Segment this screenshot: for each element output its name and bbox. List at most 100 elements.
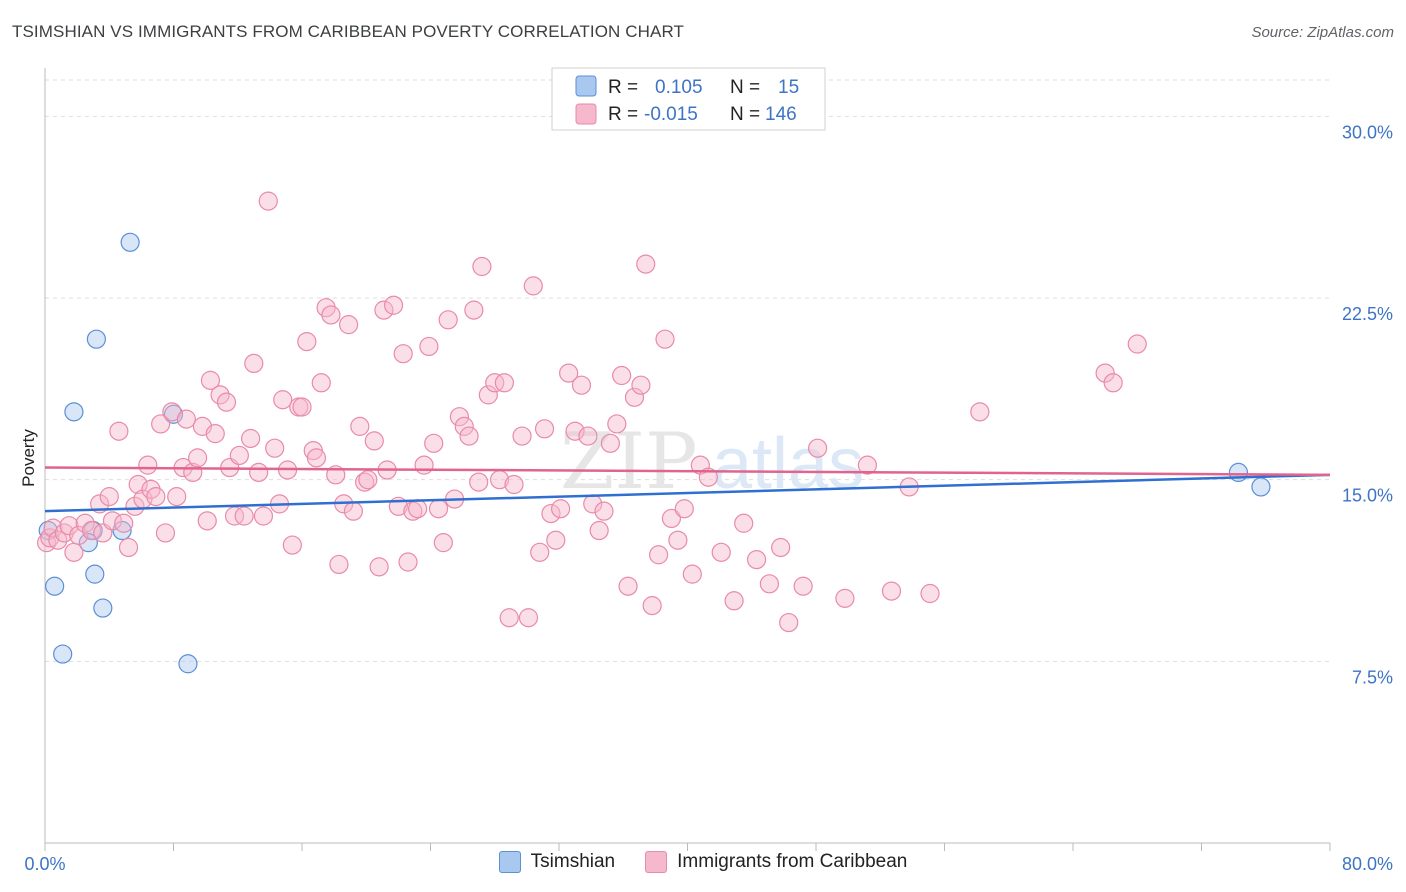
caribbean-point xyxy=(102,511,123,531)
y-axis-title: Poverty xyxy=(19,429,38,487)
caribbean-point xyxy=(499,608,519,628)
caribbean-trend-line xyxy=(44,466,1331,477)
caribbean-point xyxy=(454,416,474,436)
caribbean-point xyxy=(612,365,632,386)
caribbean-point xyxy=(1127,334,1147,354)
legend-swatch-caribbean xyxy=(645,851,668,873)
tsimshian-point xyxy=(112,520,132,541)
tsimshian-point xyxy=(93,598,113,618)
caribbean-point xyxy=(297,332,317,352)
tsimshian-point xyxy=(120,232,140,252)
caribbean-point xyxy=(200,370,221,390)
caribbean-point xyxy=(636,254,656,274)
caribbean-point xyxy=(779,612,799,633)
x-tick-label: 0.0% xyxy=(24,854,65,874)
tsimshian-point xyxy=(45,576,65,596)
caribbean-point xyxy=(383,295,404,315)
caribbean-point xyxy=(698,467,718,487)
caribbean-point xyxy=(534,419,555,439)
y-tick-label: 30.0% xyxy=(1342,122,1393,142)
legend-n-value: 15 xyxy=(778,77,799,98)
legend-r-value: 0.105 xyxy=(655,77,703,98)
caribbean-point xyxy=(618,576,638,596)
caribbean-point xyxy=(109,421,129,441)
caribbean-point xyxy=(578,426,598,446)
caribbean-point xyxy=(146,487,166,507)
caribbean-point xyxy=(369,557,389,577)
x-tick-label: 80.0% xyxy=(1342,854,1393,874)
caribbean-point xyxy=(771,537,791,558)
tsimshian-point xyxy=(178,654,198,674)
caribbean-point xyxy=(424,433,444,453)
caribbean-point xyxy=(321,305,341,325)
caribbean-point xyxy=(449,407,470,427)
caribbean-point xyxy=(408,499,428,519)
caribbean-point xyxy=(835,588,855,608)
y-tick-label: 7.5% xyxy=(1352,667,1393,687)
caribbean-point xyxy=(99,487,119,507)
caribbean-point xyxy=(398,552,418,572)
caribbean-point xyxy=(64,542,84,562)
source-label: Source: ZipAtlas.com xyxy=(1251,24,1394,41)
legend-item-caribbean: Immigrants from Caribbean xyxy=(645,851,907,873)
tsimshian-trend-line xyxy=(44,473,1331,513)
caribbean-point xyxy=(48,530,68,550)
caribbean-point xyxy=(292,397,312,417)
caribbean-point xyxy=(523,276,543,296)
caribbean-point xyxy=(546,530,566,550)
caribbean-point xyxy=(419,336,439,357)
tsimshian-point xyxy=(85,564,105,584)
caribbean-point xyxy=(746,549,767,570)
caribbean-point xyxy=(711,542,731,562)
caribbean-point xyxy=(551,499,571,519)
caribbean-point xyxy=(559,363,579,383)
caribbean-point xyxy=(530,542,550,562)
caribbean-point xyxy=(241,428,261,449)
legend-r-value: -0.015 xyxy=(644,104,698,125)
legend-r-label: R = xyxy=(608,104,638,125)
y-tick-label: 15.0% xyxy=(1342,486,1393,506)
caribbean-point xyxy=(329,554,349,575)
caribbean-point xyxy=(674,499,694,519)
data-points xyxy=(37,191,1271,674)
caribbean-point xyxy=(970,402,990,422)
caribbean-point xyxy=(43,518,63,538)
caribbean-point xyxy=(793,576,813,596)
stats-legend: R = 0.105 N = 15 R = -0.015 N = 146 xyxy=(551,67,826,131)
y-tick-label: 22.5% xyxy=(1342,304,1393,324)
caribbean-point xyxy=(343,501,363,521)
caribbean-point xyxy=(459,426,479,446)
caribbean-point xyxy=(364,431,384,451)
caribbean-point xyxy=(881,581,902,601)
caribbean-point xyxy=(155,523,176,543)
caribbean-point xyxy=(167,487,187,507)
caribbean-point xyxy=(311,373,331,393)
caribbean-point xyxy=(428,499,449,519)
caribbean-point xyxy=(114,513,134,533)
caribbean-point xyxy=(234,506,254,526)
legend-label-tsimshian: Tsimshian xyxy=(530,851,616,872)
caribbean-point xyxy=(1103,373,1123,393)
caribbean-point xyxy=(216,392,237,412)
caribbean-point xyxy=(464,300,484,320)
caribbean-point xyxy=(600,433,621,453)
caribbean-point xyxy=(306,448,327,468)
caribbean-point xyxy=(485,373,505,393)
caribbean-point xyxy=(205,424,225,444)
caribbean-point xyxy=(648,545,669,565)
legend-n-value: 146 xyxy=(765,104,797,125)
caribbean-point xyxy=(433,533,453,553)
caribbean-point xyxy=(138,455,158,475)
legend-item-tsimshian: Tsimshian xyxy=(498,851,616,873)
caribbean-point xyxy=(1095,363,1115,383)
caribbean-point xyxy=(210,385,230,405)
caribbean-point xyxy=(734,513,754,533)
caribbean-point xyxy=(151,414,171,434)
caribbean-point xyxy=(438,310,458,330)
caribbean-point xyxy=(374,300,394,320)
caribbean-point xyxy=(59,516,79,536)
tsimshian-point xyxy=(64,402,84,422)
caribbean-point xyxy=(176,409,196,429)
caribbean-point xyxy=(655,329,675,349)
